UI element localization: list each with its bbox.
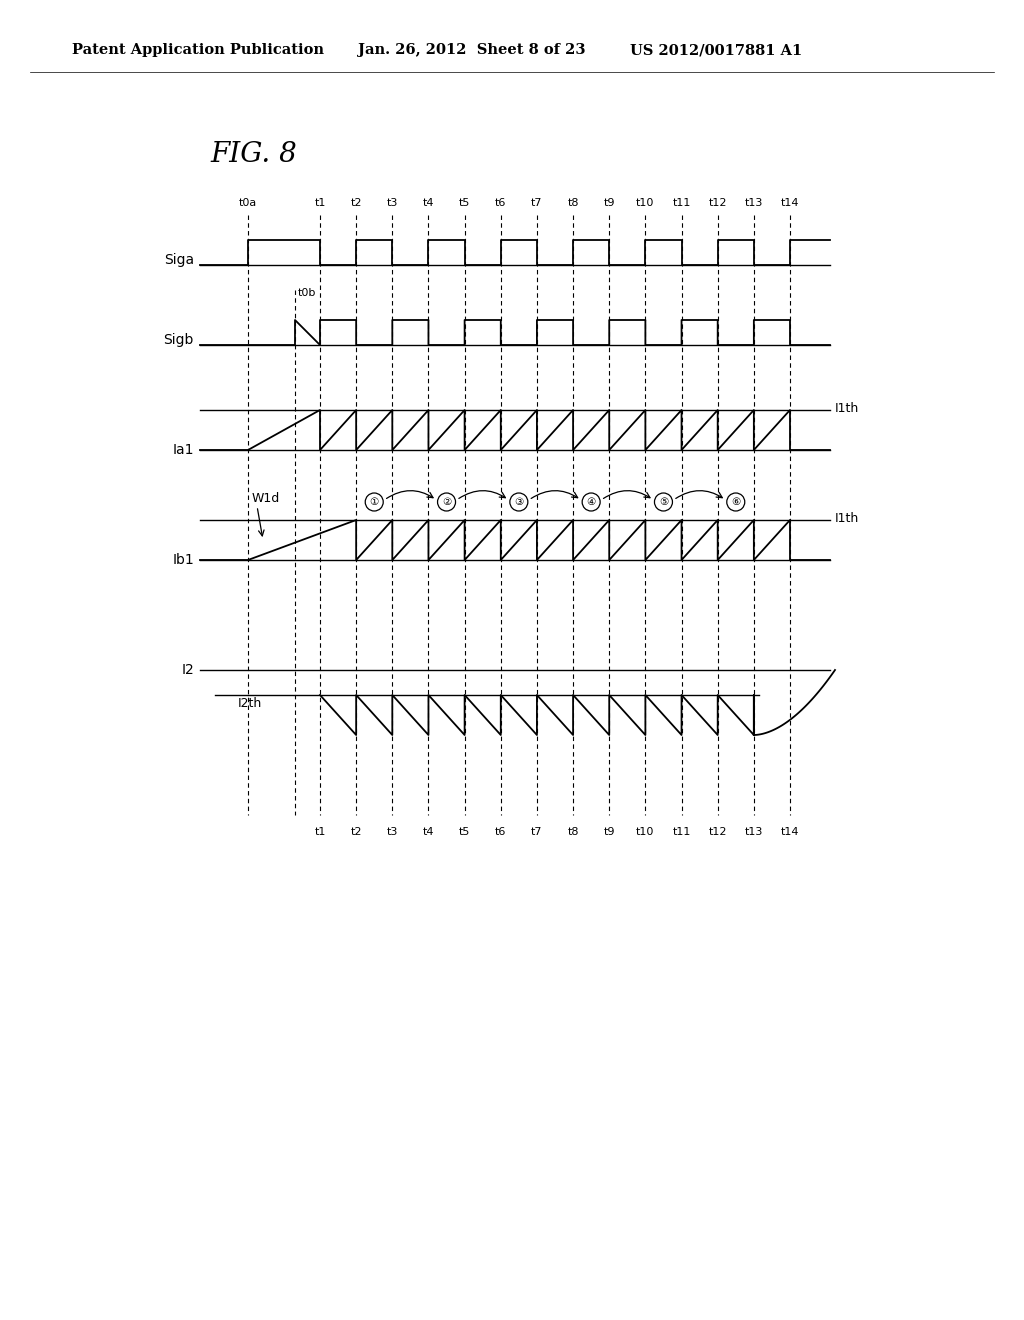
Text: t10: t10 [636, 198, 654, 209]
Text: t0b: t0b [298, 288, 316, 298]
Text: W1d: W1d [252, 491, 281, 504]
Text: ①: ① [370, 498, 379, 507]
Text: t14: t14 [780, 828, 800, 837]
Text: ⑥: ⑥ [731, 498, 740, 507]
Text: t11: t11 [673, 198, 691, 209]
Text: t12: t12 [709, 198, 727, 209]
Text: Jan. 26, 2012  Sheet 8 of 23: Jan. 26, 2012 Sheet 8 of 23 [358, 44, 586, 57]
Text: t11: t11 [673, 828, 691, 837]
Text: t4: t4 [423, 198, 434, 209]
Text: Siga: Siga [164, 253, 194, 267]
Text: t5: t5 [459, 198, 470, 209]
Text: t8: t8 [567, 198, 579, 209]
Text: FIG. 8: FIG. 8 [210, 141, 297, 169]
Text: t0a: t0a [239, 198, 257, 209]
Text: Patent Application Publication: Patent Application Publication [72, 44, 324, 57]
Text: t13: t13 [744, 198, 763, 209]
Text: Sigb: Sigb [164, 333, 194, 347]
Text: Ib1: Ib1 [172, 553, 194, 568]
Text: t7: t7 [531, 198, 543, 209]
Text: t12: t12 [709, 828, 727, 837]
Text: t2: t2 [350, 828, 361, 837]
Text: t3: t3 [387, 828, 398, 837]
Text: I2: I2 [181, 663, 194, 677]
Text: t3: t3 [387, 198, 398, 209]
Text: I1th: I1th [835, 403, 859, 416]
Text: t1: t1 [314, 198, 326, 209]
Text: t7: t7 [531, 828, 543, 837]
Text: t8: t8 [567, 828, 579, 837]
Text: t13: t13 [744, 828, 763, 837]
Text: t2: t2 [350, 198, 361, 209]
Text: t4: t4 [423, 828, 434, 837]
Text: t9: t9 [603, 828, 615, 837]
Text: ⑤: ⑤ [658, 498, 668, 507]
Text: ④: ④ [587, 498, 596, 507]
Text: I2th: I2th [238, 697, 262, 710]
Text: t1: t1 [314, 828, 326, 837]
Text: t14: t14 [780, 198, 800, 209]
Text: US 2012/0017881 A1: US 2012/0017881 A1 [630, 44, 802, 57]
Text: Ia1: Ia1 [172, 444, 194, 457]
Text: t9: t9 [603, 198, 615, 209]
Text: t5: t5 [459, 828, 470, 837]
Text: ②: ② [442, 498, 452, 507]
Text: t6: t6 [495, 828, 507, 837]
Text: t10: t10 [636, 828, 654, 837]
Text: t6: t6 [495, 198, 507, 209]
Text: I1th: I1th [835, 512, 859, 525]
Text: ③: ③ [514, 498, 523, 507]
